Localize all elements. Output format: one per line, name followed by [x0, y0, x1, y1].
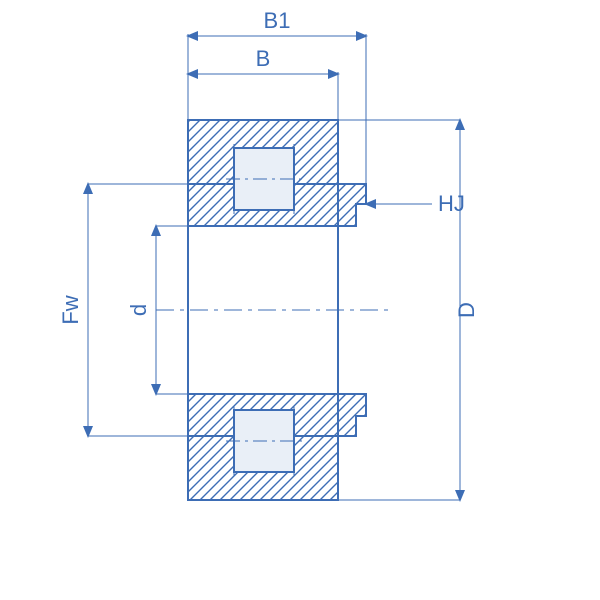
label-d: d	[126, 304, 151, 316]
label-HJ: HJ	[438, 191, 465, 216]
label-B1: B1	[264, 8, 291, 33]
hj-flange-top	[338, 184, 366, 226]
label-Fw: Fw	[58, 295, 83, 324]
label-B: B	[256, 46, 271, 71]
label-D: D	[454, 302, 479, 318]
hj-flange-bottom	[338, 394, 366, 436]
